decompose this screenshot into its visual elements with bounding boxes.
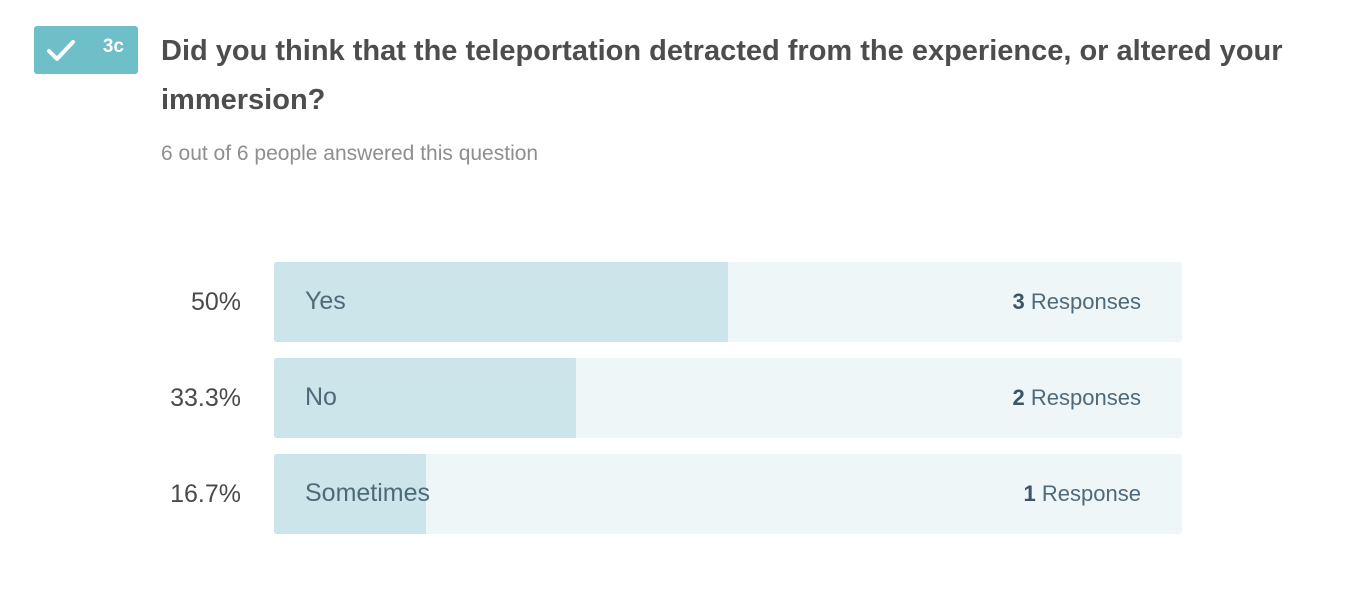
response-count-number: 2 xyxy=(1012,385,1025,410)
bar-fill xyxy=(274,454,426,534)
question-badge: 3c xyxy=(34,26,138,74)
category-label: No xyxy=(305,383,337,411)
result-row: 50% Yes 3 Responses xyxy=(0,262,1362,342)
question-number: 3c xyxy=(102,36,124,57)
check-icon xyxy=(46,38,76,62)
response-count-unit: Responses xyxy=(1030,385,1141,410)
category-label: Yes xyxy=(305,287,346,315)
response-count: 2 Responses xyxy=(1013,358,1141,438)
response-count: 1 Response xyxy=(1024,454,1141,534)
question-title: Did you think that the teleportation det… xyxy=(161,35,1283,116)
answered-count: 6 out of 6 people answered this question xyxy=(161,142,539,165)
percent-label: 33.3% xyxy=(170,384,241,412)
result-row: 33.3% No 2 Responses xyxy=(0,358,1362,438)
bar-track: No 2 Responses xyxy=(274,358,1182,438)
category-label: Sometimes xyxy=(305,479,431,507)
percent-label: 50% xyxy=(190,288,241,316)
response-count-number: 1 xyxy=(1023,481,1036,506)
bar-track: Yes 3 Responses xyxy=(274,262,1182,342)
response-count: 3 Responses xyxy=(1013,262,1141,342)
response-count-unit: Responses xyxy=(1030,289,1141,314)
bar-track: Sometimes 1 Response xyxy=(274,454,1182,534)
bar-fill xyxy=(274,262,728,342)
response-count-number: 3 xyxy=(1012,289,1025,314)
response-count-unit: Response xyxy=(1041,481,1141,506)
bar-fill xyxy=(274,358,577,438)
result-row: 16.7% Sometimes 1 Response xyxy=(0,454,1362,534)
percent-label: 16.7% xyxy=(170,480,241,508)
